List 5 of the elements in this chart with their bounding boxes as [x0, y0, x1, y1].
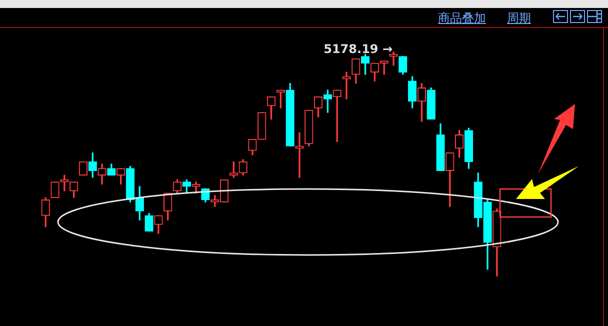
candlestick — [295, 132, 304, 178]
candlestick — [389, 52, 398, 66]
annotation: 5178.19 → — [324, 42, 393, 56]
text: 商品叠加 — [438, 10, 486, 27]
text: 周期 — [507, 10, 531, 27]
